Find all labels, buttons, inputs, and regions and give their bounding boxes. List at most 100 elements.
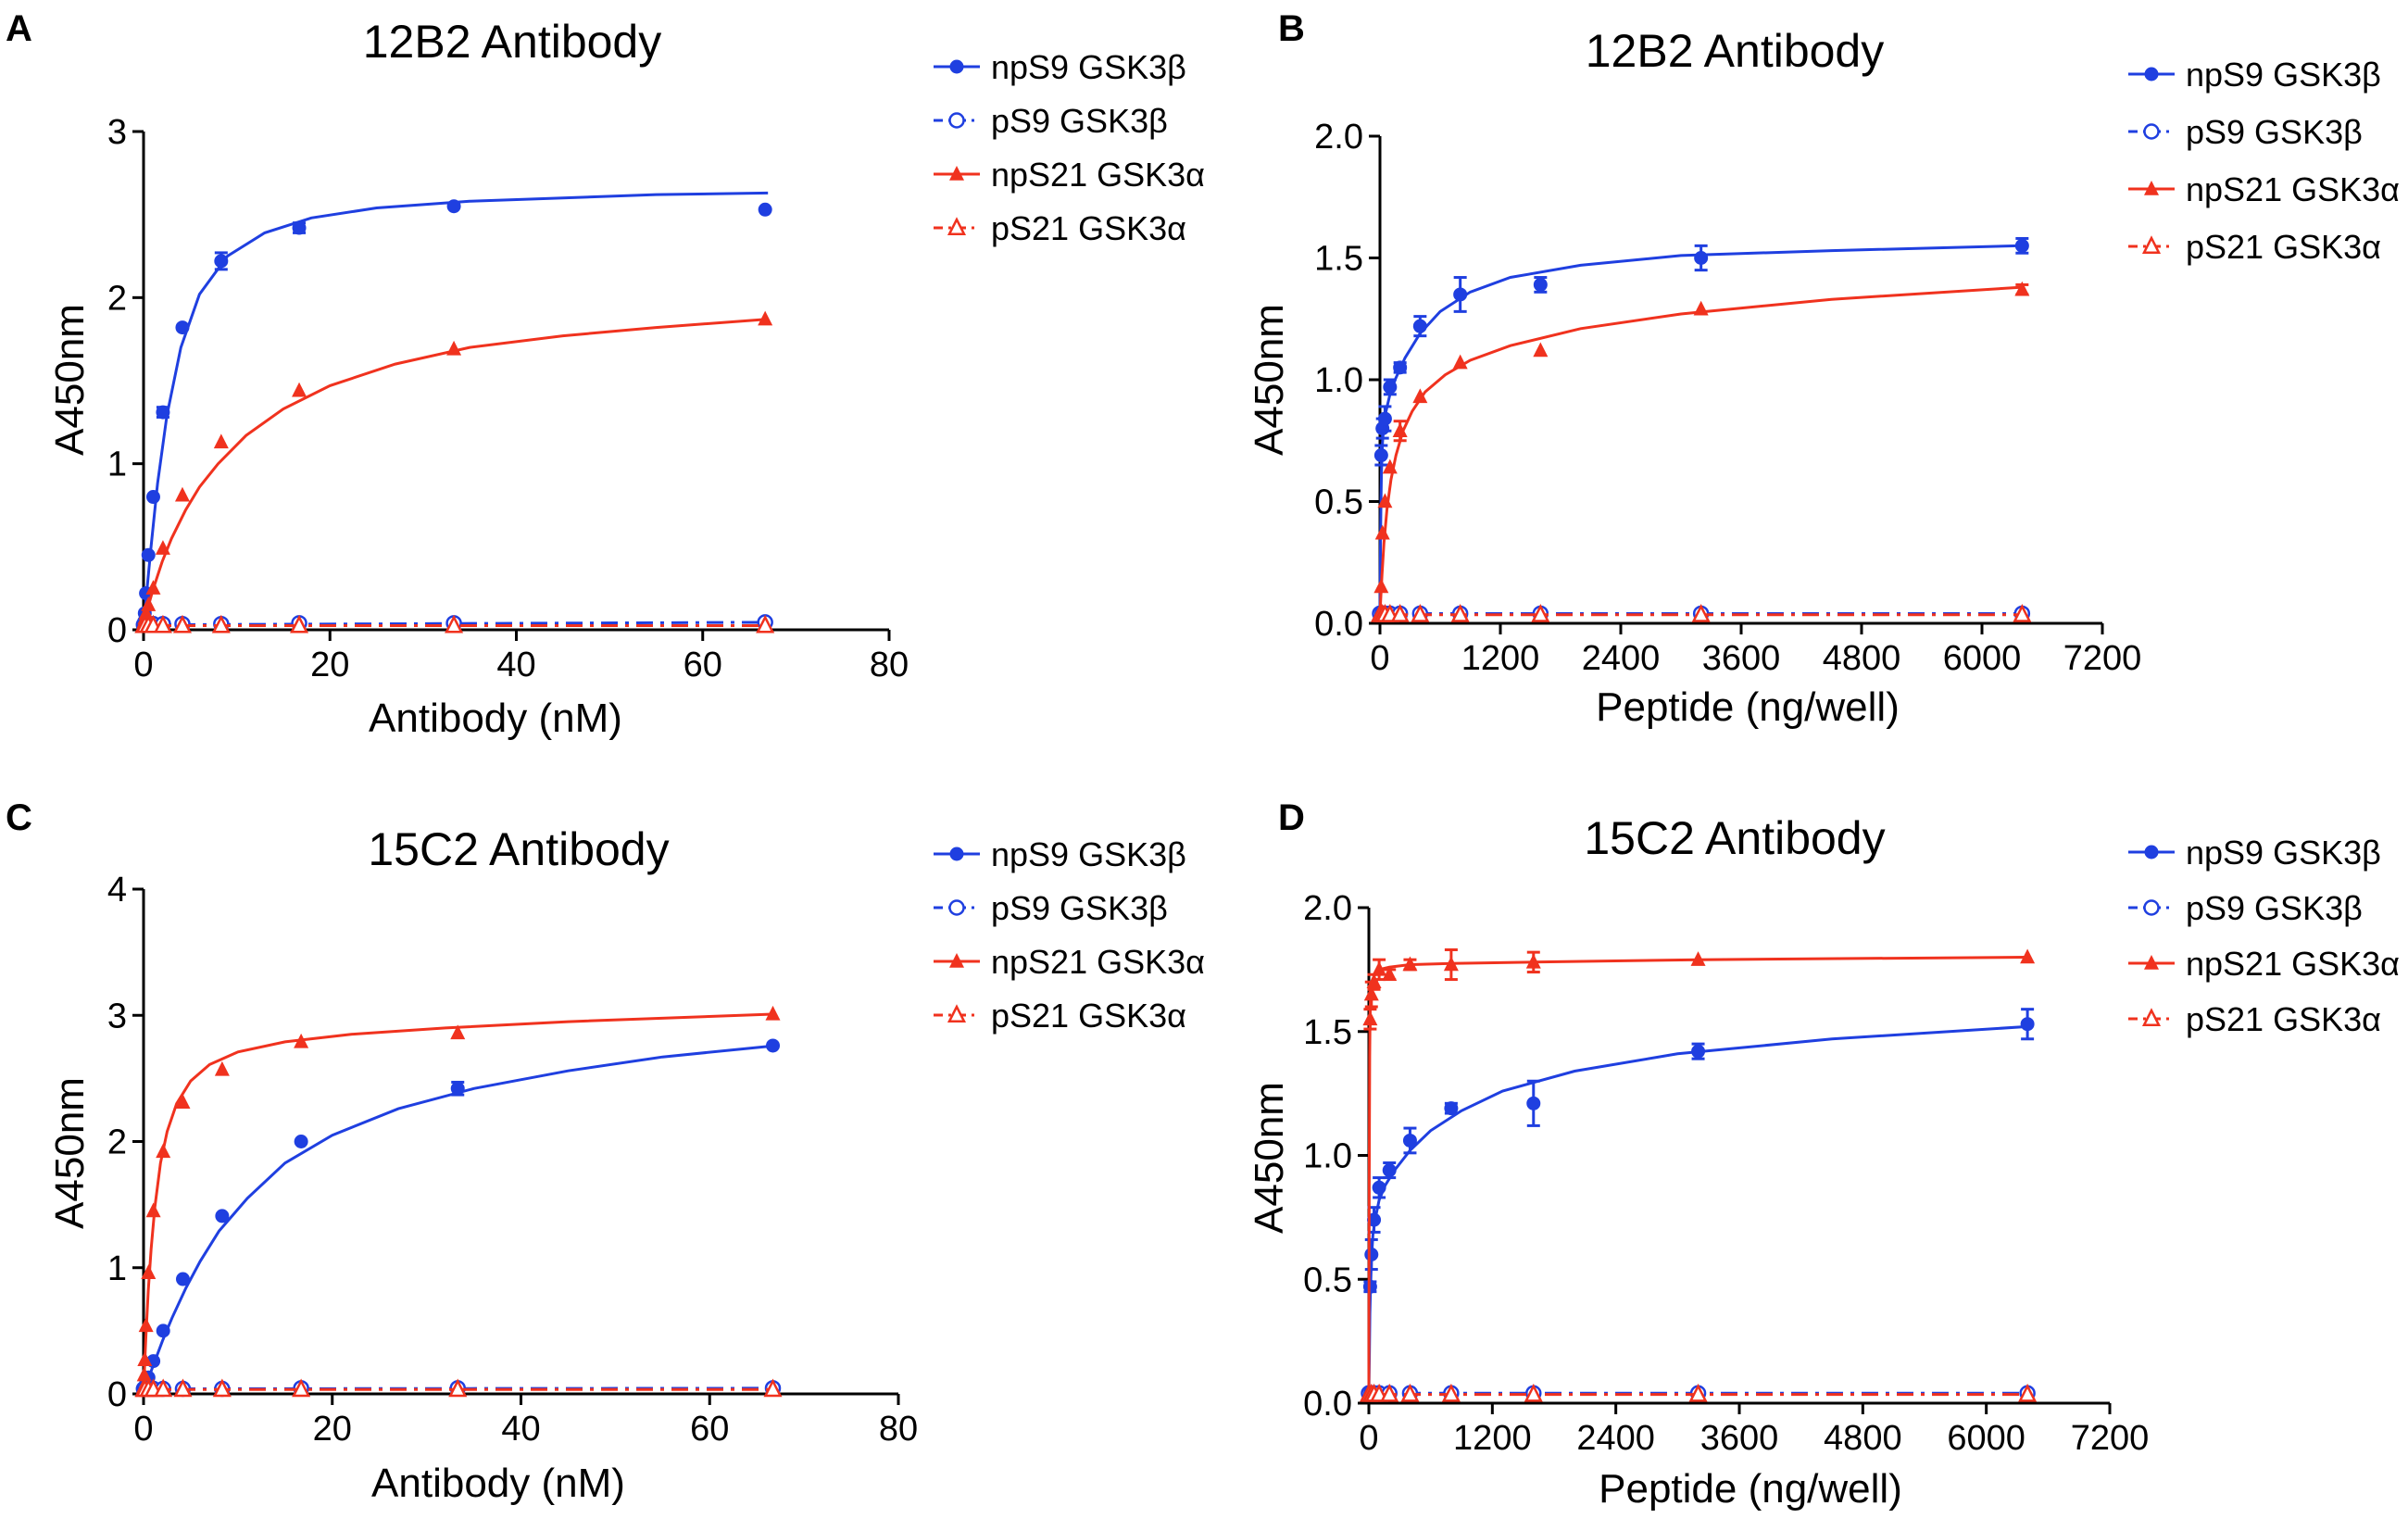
data-point-c-nps9-gsk3- xyxy=(215,1209,230,1223)
legend-label-a-ps9-gsk3-: pS9 GSK3β xyxy=(991,102,1168,140)
plot-area-a: 0 1 2 3 0 20 40 60 80 npS9 GSK3β pS9 GSK3β npS21 GS… xyxy=(107,48,1205,684)
x-tick-label-b: 0 xyxy=(1370,639,1389,678)
x-tick-label-b: 6000 xyxy=(1943,639,2022,678)
x-tick-label-a: 40 xyxy=(496,646,535,684)
data-point-d-ps21-gsk3- xyxy=(1524,1383,1543,1402)
data-point-d-nps21-gsk3- xyxy=(1362,1010,1378,1026)
x-tick-label-b: 2400 xyxy=(1582,639,1661,678)
data-point-a-nps21-gsk3- xyxy=(138,605,154,620)
data-point-b-nps21-gsk3- xyxy=(2014,281,2030,296)
series-line-c-nps21-gsk3- xyxy=(142,1012,776,1390)
y-tick-label-a: 0 xyxy=(107,611,127,650)
y-tick-label-d: 1.0 xyxy=(1303,1137,1352,1176)
y-axis-label-c: A450nm xyxy=(47,1077,93,1229)
x-tick-label-c: 0 xyxy=(133,1410,153,1449)
legend-marker-c-ps21-gsk3- xyxy=(947,1004,967,1022)
data-point-d-nps9-gsk3- xyxy=(2020,1017,2035,1032)
legend-marker-c-nps21-gsk3- xyxy=(949,953,964,968)
legend-label-a-nps21-gsk3-: npS21 GSK3α xyxy=(991,156,1205,194)
x-tick-label-b: 4800 xyxy=(1823,639,1901,678)
legend-marker-b-ps9-gsk3- xyxy=(2143,123,2160,140)
data-point-c-nps21-gsk3- xyxy=(765,1005,781,1021)
data-point-b-nps21-gsk3- xyxy=(1382,458,1398,474)
legend-label-a-nps9-gsk3-: npS9 GSK3β xyxy=(991,48,1186,86)
x-tick-label-c: 20 xyxy=(313,1410,352,1449)
data-point-d-nps21-gsk3- xyxy=(1372,960,1387,976)
data-point-c-nps9-gsk3- xyxy=(156,1324,170,1338)
data-point-c-nps21-gsk3- xyxy=(214,1060,230,1076)
legend-label-d-ps9-gsk3-: pS9 GSK3β xyxy=(2186,889,2363,927)
x-axis-label-c: Antibody (nM) xyxy=(371,1461,625,1506)
data-point-a-nps21-gsk3- xyxy=(174,486,190,502)
legend-marker-b-ps21-gsk3- xyxy=(2141,235,2162,254)
data-point-b-nps21-gsk3- xyxy=(1374,524,1390,540)
data-point-c-nps21-gsk3- xyxy=(137,1351,153,1366)
panel-letter-a: A xyxy=(6,8,32,49)
panel-d: D 15C2 Antibody Peptide (ng/well) A450nm xyxy=(1247,797,1902,1512)
data-point-d-nps21-gsk3- xyxy=(1366,973,1382,988)
data-point-d-nps9-gsk3- xyxy=(1691,1044,1706,1059)
data-point-c-ps21-gsk3- xyxy=(173,1378,193,1398)
legend-a: npS9 GSK3β pS9 GSK3β npS21 GSK3α pS21 GSK3α xyxy=(934,48,1205,247)
data-point-a-nps21-gsk3- xyxy=(213,433,229,449)
plot-area-d: 0.0 0.5 1.0 1.5 2.0 0 1200 2400 3600 4800 6000 7200… xyxy=(1303,834,2400,1458)
plot-area-b: 0.0 0.5 1.0 1.5 2.0 0 1200 2400 3600 4800 6000 7200… xyxy=(1314,56,2400,678)
data-point-b-nps9-gsk3- xyxy=(1412,319,1427,333)
data-point-b-nps9-gsk3- xyxy=(1377,411,1392,426)
panel-letter-b: B xyxy=(1278,8,1305,49)
panel-b: B 12B2 Antibody Peptide (ng/well) A450nm xyxy=(1247,8,1900,730)
data-point-d-ps21-gsk3- xyxy=(1441,1383,1461,1402)
data-point-c-nps21-gsk3- xyxy=(141,1264,157,1279)
data-point-d-ps21-gsk3- xyxy=(1380,1383,1399,1402)
data-point-d-nps21-gsk3- xyxy=(2020,948,2036,964)
data-point-a-nps21-gsk3- xyxy=(141,596,157,611)
data-point-d-ps21-gsk3- xyxy=(1400,1383,1420,1402)
data-point-b-nps21-gsk3- xyxy=(1412,388,1428,404)
x-tick-label-d: 6000 xyxy=(1947,1419,2025,1458)
legend-c: npS9 GSK3β pS9 GSK3β npS21 GSK3α pS21 GSK3α xyxy=(934,835,1205,1035)
data-point-b-ps21-gsk3- xyxy=(1450,604,1470,622)
x-axis-label-d: Peptide (ng/well) xyxy=(1599,1466,1902,1512)
legend-label-c-ps21-gsk3-: pS21 GSK3α xyxy=(991,997,1186,1035)
x-tick-label-c: 60 xyxy=(690,1410,729,1449)
x-tick-label-c: 40 xyxy=(501,1410,540,1449)
y-tick-label-c: 1 xyxy=(107,1249,127,1288)
data-point-b-ps21-gsk3- xyxy=(1390,604,1410,622)
x-tick-label-b: 1200 xyxy=(1461,639,1540,678)
data-point-a-ps21-gsk3- xyxy=(445,614,464,634)
data-point-c-nps9-gsk3- xyxy=(450,1081,465,1096)
y-tick-label-a: 3 xyxy=(107,113,127,152)
data-point-c-nps21-gsk3- xyxy=(175,1094,191,1110)
y-tick-label-d: 2.0 xyxy=(1303,889,1352,928)
data-point-c-nps9-gsk3- xyxy=(294,1135,308,1148)
data-point-b-nps9-gsk3- xyxy=(1383,380,1398,395)
panel-letter-d: D xyxy=(1278,797,1305,838)
data-point-b-nps9-gsk3- xyxy=(1533,277,1548,292)
x-tick-label-a: 0 xyxy=(133,646,153,684)
data-point-c-nps21-gsk3- xyxy=(136,1366,152,1382)
legend-marker-c-ps9-gsk3- xyxy=(948,899,965,916)
legend-label-d-nps9-gsk3-: npS9 GSK3β xyxy=(2186,834,2381,872)
legend-label-d-nps21-gsk3-: npS21 GSK3α xyxy=(2186,945,2400,983)
y-tick-label-b: 0.5 xyxy=(1314,483,1363,522)
data-point-d-nps9-gsk3- xyxy=(1526,1096,1541,1110)
data-point-b-ps21-gsk3- xyxy=(2013,604,2032,622)
data-point-b-nps9-gsk3- xyxy=(1393,360,1408,375)
y-axis-label-d: A450nm xyxy=(1247,1082,1292,1234)
x-tick-label-a: 20 xyxy=(310,646,349,684)
data-point-c-nps21-gsk3- xyxy=(294,1033,309,1048)
legend-marker-c-nps9-gsk3- xyxy=(949,847,964,861)
legend-label-c-ps9-gsk3-: pS9 GSK3β xyxy=(991,889,1168,927)
legend-marker-d-nps9-gsk3- xyxy=(2144,845,2159,859)
data-point-b-nps21-gsk3- xyxy=(1373,578,1389,594)
y-tick-label-a: 2 xyxy=(107,279,127,318)
data-point-a-ps21-gsk3- xyxy=(756,614,775,634)
y-tick-label-b: 1.0 xyxy=(1314,361,1363,400)
y-tick-label-b: 1.5 xyxy=(1314,240,1363,279)
data-point-c-nps21-gsk3- xyxy=(450,1024,466,1040)
data-point-a-nps21-gsk3- xyxy=(446,340,462,356)
data-point-c-nps21-gsk3- xyxy=(145,1202,161,1218)
data-point-b-nps21-gsk3- xyxy=(1452,354,1468,370)
data-point-b-nps21-gsk3- xyxy=(1693,300,1709,316)
data-point-a-nps9-gsk3- xyxy=(175,320,190,335)
